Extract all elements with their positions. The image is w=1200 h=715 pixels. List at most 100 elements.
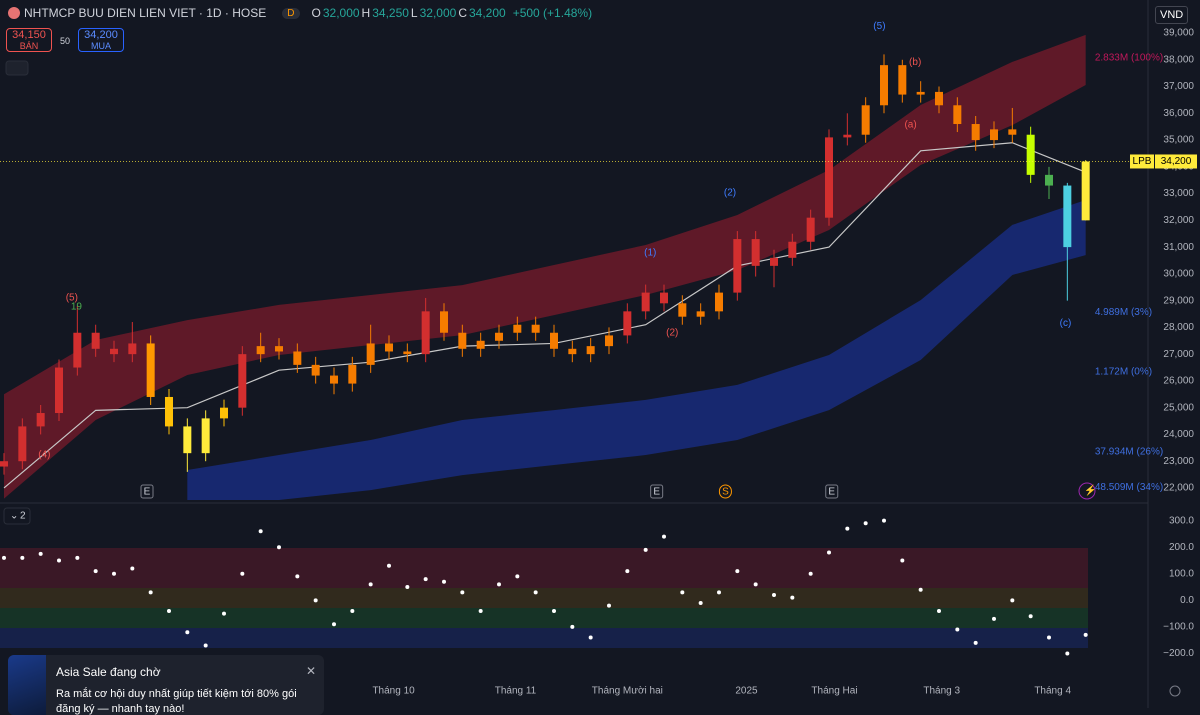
pane-toggle[interactable] (3, 507, 31, 525)
heat-band (0, 608, 1088, 628)
logo (8, 7, 20, 19)
candle-body (531, 324, 540, 333)
buy-price: 34,200 (84, 29, 118, 41)
y-tick-label: 28,000 (1163, 322, 1194, 333)
oscillator-dot (992, 616, 996, 621)
oscillator-dot (570, 624, 575, 629)
interval-badge[interactable]: D (282, 7, 300, 19)
candle-body (568, 348, 577, 355)
oscillator-dot (442, 579, 446, 584)
candle-body (201, 418, 210, 454)
candle-body (990, 129, 998, 141)
annotation: 19 (71, 302, 83, 313)
candle-body (183, 426, 192, 454)
y-tick-label: 0.0 (1180, 595, 1194, 606)
annotation: 1.172M (0%) (1095, 367, 1152, 378)
candle-body (916, 91, 925, 95)
oscillator-dot (130, 566, 135, 571)
candle-body (495, 332, 503, 341)
oscillator-dot (662, 534, 666, 539)
annotation: (1) (644, 248, 656, 259)
oscillator-dot (423, 577, 428, 582)
sell-box[interactable]: 34,150 BÁN (6, 28, 52, 52)
settings-icon[interactable] (1169, 685, 1181, 697)
promo-popup: Asia Sale đang chờ Ra mắt cơ hội duy nhấ… (8, 655, 324, 715)
candle-body (1063, 185, 1072, 248)
y-tick-label: 31,000 (1163, 242, 1194, 253)
oscillator-dot (900, 558, 905, 563)
ohlc-key: H (361, 6, 371, 20)
oscillator-dot (2, 555, 6, 560)
oscillator-dot (698, 600, 703, 605)
oscillator-dot (1047, 635, 1051, 640)
y-tick-label: 25,000 (1163, 402, 1194, 413)
oscillator-dot (240, 571, 245, 576)
pane-caret: ⌄ (10, 511, 18, 522)
y-tick-label: 39,000 (1163, 28, 1194, 39)
oscillator-dot (313, 598, 318, 603)
annotation: 48.509M (34%) (1095, 482, 1163, 493)
oscillator-dot (680, 590, 685, 595)
annotation: (c) (1060, 318, 1072, 329)
oscillator-dot (112, 571, 116, 576)
y-tick-label: 100.0 (1169, 568, 1194, 579)
y-tick-label: 32,000 (1163, 215, 1194, 226)
annotation: (5) (66, 293, 78, 304)
collapse-button[interactable] (5, 60, 29, 76)
ohlc-value: 32,000 (419, 6, 457, 20)
symbol-tag (1130, 154, 1154, 169)
oscillator-dot (368, 582, 373, 587)
candle-body (513, 324, 522, 333)
candle-body (146, 343, 155, 397)
promo-close[interactable]: ✕ (306, 664, 317, 678)
candle-body (458, 332, 467, 349)
oscillator-dot (643, 547, 648, 552)
oscillator-dot (588, 635, 593, 640)
oscillator-dot (955, 627, 960, 632)
candle-body (825, 137, 833, 218)
oscillator-dot (808, 571, 813, 576)
oscillator-dot (717, 590, 721, 595)
candle-body (1026, 134, 1035, 175)
oscillator-dot (20, 555, 25, 560)
x-tick-label: Tháng 11 (495, 686, 537, 697)
buy-box[interactable]: 34,200 MUA (78, 28, 124, 52)
oscillator-dot (222, 611, 226, 616)
oscillator-dot (882, 518, 886, 523)
annotation: (5) (873, 21, 885, 32)
oscillator-dot (918, 587, 923, 592)
oscillator-dot (772, 593, 776, 597)
candle-body (385, 343, 393, 352)
candle-body (586, 346, 595, 355)
candle-body (641, 292, 650, 312)
oscillator-dot (350, 608, 355, 613)
candle-body (898, 65, 907, 95)
oscillator-dot (258, 529, 263, 534)
ohlc-key: O (311, 6, 321, 20)
heat-band (0, 628, 1088, 648)
lightning-icon[interactable] (1078, 482, 1096, 500)
oscillator-dot (478, 608, 483, 613)
y-tick-label: 38,000 (1163, 54, 1194, 65)
currency[interactable]: VND (1155, 6, 1189, 24)
y-tick-label: 29,000 (1163, 295, 1194, 306)
y-tick-label: 300.0 (1169, 515, 1194, 526)
y-tick-label: 35,000 (1163, 135, 1194, 146)
oscillator-dot (1065, 651, 1070, 656)
candle-body (1008, 129, 1017, 135)
y-tick-label: −200.0 (1163, 648, 1194, 659)
oscillator-dot (1083, 632, 1088, 637)
lightning-glyph: ⚡ (1084, 484, 1096, 497)
y-tick-label: 37,000 (1163, 81, 1194, 92)
y-tick-label: 36,000 (1163, 108, 1194, 119)
oscillator-dot (973, 640, 978, 645)
candle-body (953, 105, 962, 125)
y-tick-label: 33,000 (1163, 188, 1194, 199)
annotation: 2.833M (100%) (1095, 53, 1163, 64)
header: NHTMCP BUU DIEN LIEN VIET · 1D · HOSE D … (8, 6, 592, 20)
oscillator-dot (75, 555, 80, 560)
oscillator-dot (93, 569, 98, 574)
oscillator-dot (277, 545, 281, 550)
candle-body (311, 364, 320, 376)
